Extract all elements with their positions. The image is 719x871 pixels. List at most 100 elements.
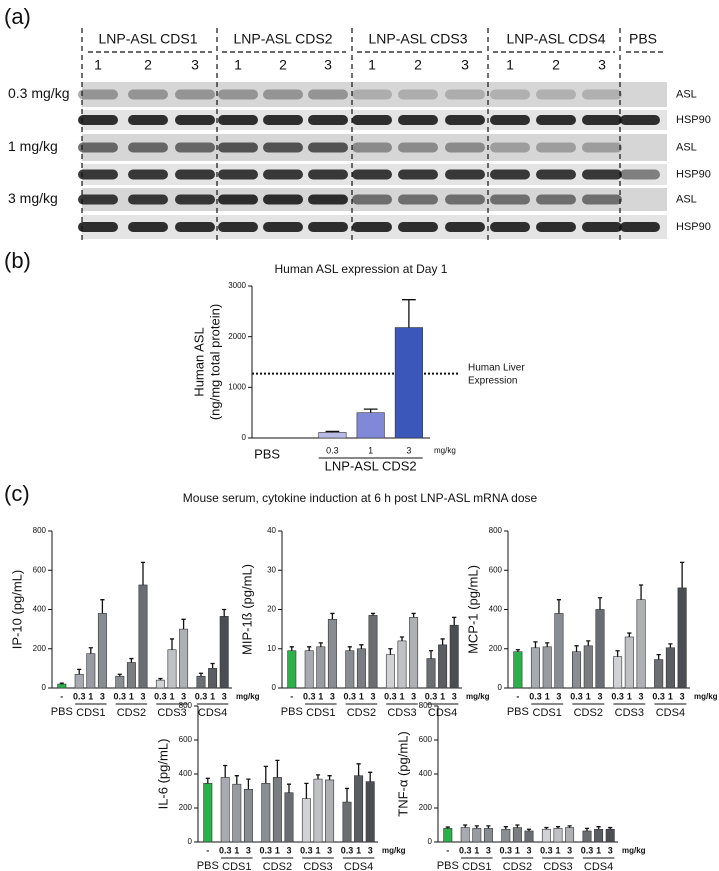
bar xyxy=(426,658,436,689)
x-tick-label: - xyxy=(206,845,209,855)
bar xyxy=(541,828,551,843)
error-bar xyxy=(574,645,579,652)
error-bar xyxy=(503,826,508,830)
bar xyxy=(572,651,582,689)
group-label: CDS3 xyxy=(615,707,644,719)
y-tick-label: 10 xyxy=(267,644,276,653)
bar xyxy=(594,828,604,843)
bar xyxy=(287,650,297,689)
x-tick-label: 1 xyxy=(555,845,560,855)
x-tick-label: 1 xyxy=(627,691,632,701)
blot-band xyxy=(175,89,215,100)
y-tick-label: 400 xyxy=(33,605,47,614)
error-bar xyxy=(399,636,405,641)
y-tick-label: 0 xyxy=(242,433,247,442)
error-bar xyxy=(402,299,416,328)
error-bar xyxy=(596,826,601,830)
x-tick-label: 0.3 xyxy=(500,845,513,855)
blot-band xyxy=(490,222,530,232)
bar xyxy=(394,327,423,439)
group-label: CDS4 xyxy=(344,861,373,871)
x-tick-label: 1 xyxy=(318,691,323,701)
blot-band xyxy=(308,115,348,125)
error-bar xyxy=(263,765,268,784)
error-bar xyxy=(117,673,122,677)
x-tick-label: 1 xyxy=(210,691,215,701)
error-bar xyxy=(545,642,550,647)
y-tick-label: 200 xyxy=(33,644,47,653)
group-label: CDS3 xyxy=(387,707,416,719)
y-tick-label: 0 xyxy=(428,837,433,846)
blot-band xyxy=(128,194,168,205)
blot-band xyxy=(582,169,622,180)
blot-band xyxy=(352,169,392,180)
y-tick-label: 800 xyxy=(489,526,503,535)
y-tick-label: 400 xyxy=(179,769,193,778)
blot-lane: 2 xyxy=(144,57,152,73)
error-bar xyxy=(533,641,538,648)
blot-band xyxy=(218,222,258,232)
y-tick-label: 0 xyxy=(272,683,277,692)
y-tick-label: 200 xyxy=(419,803,433,812)
blot-lane: 2 xyxy=(279,57,287,73)
group-label: CDS4 xyxy=(584,861,613,871)
error-bar xyxy=(638,584,644,600)
blot-band xyxy=(128,142,168,153)
bar xyxy=(542,646,552,689)
x-tick-label: 0.3 xyxy=(154,691,167,701)
blot-band xyxy=(490,194,530,205)
blot-band xyxy=(536,222,576,232)
x-tick-label: 3 xyxy=(100,691,105,701)
error-bar xyxy=(526,828,532,831)
blot-lane: 3 xyxy=(598,57,606,73)
bar xyxy=(449,624,459,689)
x-tick-label: 0.3 xyxy=(195,691,208,701)
bar xyxy=(232,783,242,843)
blot-band xyxy=(490,115,530,125)
x-tick-label: - xyxy=(446,845,449,855)
bar xyxy=(368,615,378,689)
error-bar xyxy=(169,638,175,650)
bar xyxy=(219,616,229,689)
x-tick-label: 3 xyxy=(680,691,685,701)
bar xyxy=(196,675,206,689)
group-label: CDS1 xyxy=(222,861,251,871)
error-bar xyxy=(158,677,163,681)
error-bar xyxy=(100,599,105,614)
group-label: CDS2 xyxy=(347,707,376,719)
unit-label: mg/kg xyxy=(382,846,406,855)
x-tick-label: - xyxy=(60,691,63,701)
blot-band xyxy=(620,222,660,232)
y-axis-label: TNF-α (pg/mL) xyxy=(395,731,410,817)
blot-band xyxy=(218,194,258,205)
bar xyxy=(582,830,592,843)
bar xyxy=(605,828,615,843)
blot-band xyxy=(218,115,258,125)
bar xyxy=(115,675,125,689)
blot-band xyxy=(445,169,485,180)
blot-band xyxy=(536,142,576,153)
bar xyxy=(613,656,623,689)
group-label: CDS3 xyxy=(543,861,572,871)
blot-band xyxy=(175,222,215,232)
bar xyxy=(327,619,337,689)
blot-band xyxy=(352,115,392,125)
blot-band xyxy=(582,115,622,125)
blot-band xyxy=(78,89,118,100)
unit-label: mg/kg xyxy=(694,692,718,701)
blot-band xyxy=(308,222,348,232)
error-bar xyxy=(388,648,393,655)
group-label: CDS1 xyxy=(306,707,335,719)
group-label: PBS xyxy=(197,860,219,871)
blot-band xyxy=(582,89,622,100)
bar xyxy=(342,801,352,843)
y-tick-label: 200 xyxy=(489,644,503,653)
x-tick-label: 3 xyxy=(597,691,602,701)
blot-band xyxy=(536,89,576,100)
x-tick-label: 3 xyxy=(222,691,227,701)
error-bar xyxy=(515,649,520,652)
error-bar xyxy=(289,646,294,651)
y-tick-label: 0 xyxy=(188,837,193,846)
bar xyxy=(97,613,107,689)
